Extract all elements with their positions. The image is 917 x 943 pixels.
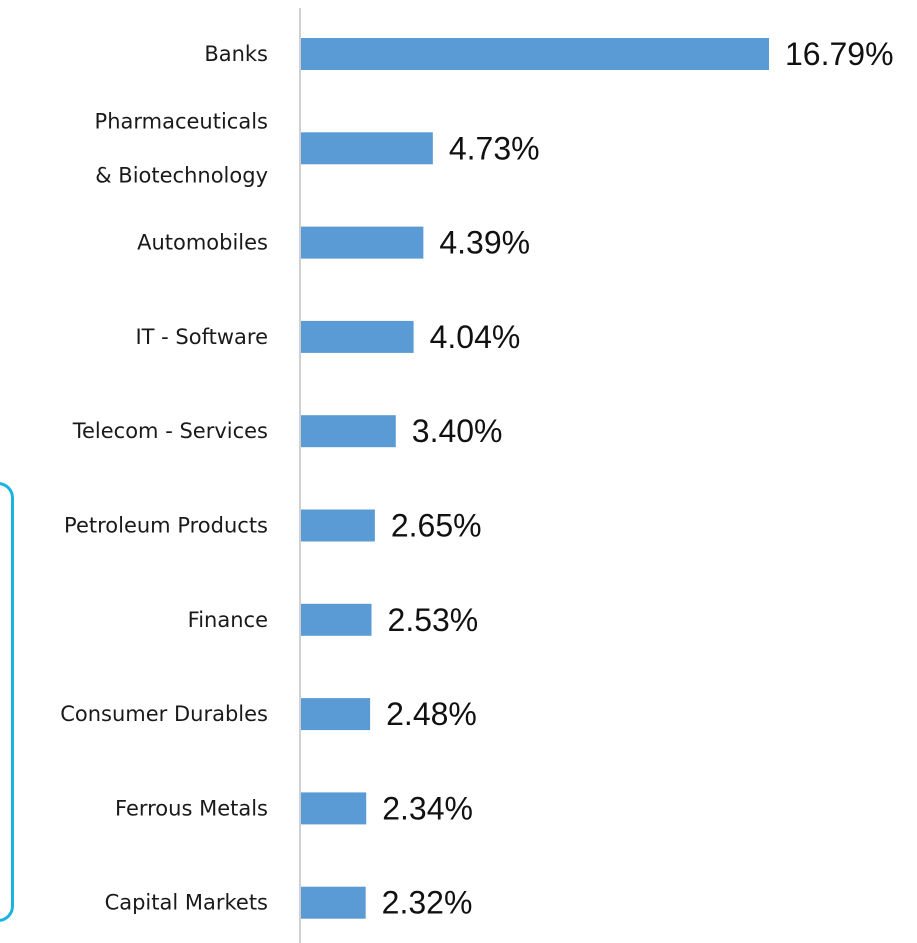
value-label-1: 4.73%	[449, 130, 540, 166]
category-label-0: Banks	[204, 42, 268, 66]
value-label-5: 2.65%	[391, 508, 482, 544]
value-labels-group: 16.79% 4.73% 4.39% 4.04% 3.40% 2.65% 2.53% 2.48…	[382, 36, 894, 921]
category-label-8: Ferrous Metals	[115, 796, 268, 820]
bar-7	[301, 698, 371, 731]
bar-9	[301, 886, 366, 919]
category-label-1-line-1: & Biotechnology	[95, 163, 268, 187]
value-label-7: 2.48%	[386, 696, 477, 732]
bar-6	[301, 603, 372, 636]
value-label-4: 3.40%	[412, 413, 503, 449]
value-label-8: 2.34%	[382, 790, 473, 826]
value-label-9: 2.32%	[382, 885, 473, 921]
bar-5	[301, 509, 375, 542]
value-label-2: 4.39%	[439, 225, 530, 261]
bars-group	[301, 38, 769, 919]
bar-0	[301, 38, 769, 70]
category-label-9: Capital Markets	[105, 891, 268, 915]
category-label-5: Petroleum Products	[64, 514, 268, 538]
value-label-0: 16.79%	[785, 36, 894, 72]
bar-3	[301, 320, 414, 353]
category-labels-group: Banks Pharmaceuticals & Biotechnology Autom…	[60, 42, 268, 915]
bar-2	[301, 226, 424, 259]
category-label-2: Automobiles	[137, 231, 268, 255]
category-label-4: Telecom - Services	[72, 419, 268, 443]
bar-8	[301, 792, 367, 825]
bar-4	[301, 415, 396, 448]
category-label-7: Consumer Durables	[60, 702, 268, 726]
category-label-6: Finance	[188, 608, 268, 632]
value-label-3: 4.04%	[430, 319, 521, 355]
category-label-3: IT - Software	[135, 325, 268, 349]
bar-1	[301, 132, 433, 165]
category-label-1-line-0: Pharmaceuticals	[95, 109, 268, 133]
value-label-6: 2.53%	[388, 602, 479, 638]
